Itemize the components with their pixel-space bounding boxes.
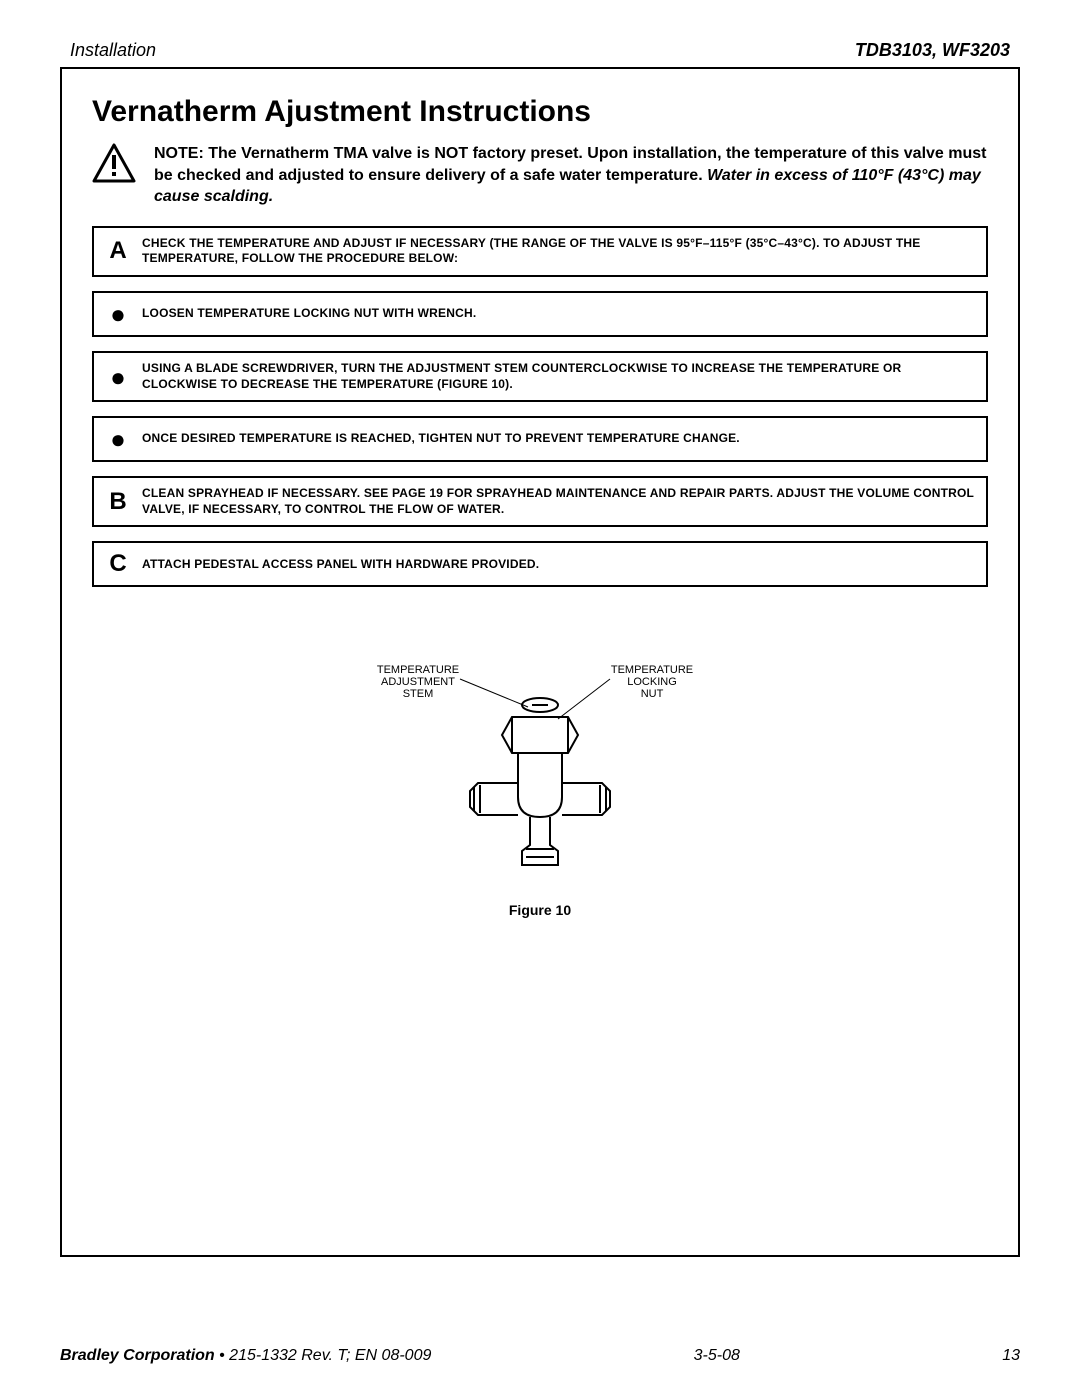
step-letter: A — [106, 239, 130, 263]
footer-page: 13 — [1002, 1347, 1020, 1365]
bullet-icon: ● — [106, 301, 130, 327]
header-left: Installation — [70, 40, 156, 61]
footer-rev: • 215-1332 Rev. T; EN 08-009 — [215, 1347, 432, 1364]
step-text: CHECK THE TEMPERATURE AND ADJUST IF NECE… — [142, 236, 974, 267]
valve-diagram: TEMPERATURE ADJUSTMENT STEM TEMPERATURE … — [360, 657, 720, 887]
step-box: C ATTACH PEDESTAL ACCESS PANEL WITH HARDW… — [92, 541, 988, 587]
step-text: CLEAN SPRAYHEAD IF NECESSARY. SEE PAGE 1… — [142, 486, 974, 517]
step-text: ONCE DESIRED TEMPERATURE IS REACHED, TIG… — [142, 431, 740, 447]
figure-caption: Figure 10 — [92, 902, 988, 918]
bullet-icon: ● — [106, 364, 130, 390]
footer-company: Bradley Corporation — [60, 1347, 215, 1364]
step-box: A CHECK THE TEMPERATURE AND ADJUST IF NEC… — [92, 226, 988, 277]
callout-left-l2: ADJUSTMENT — [381, 676, 455, 688]
bullet-icon: ● — [106, 426, 130, 452]
step-letter: B — [106, 490, 130, 514]
step-box: ● ONCE DESIRED TEMPERATURE IS REACHED, TI… — [92, 416, 988, 462]
figure-block: TEMPERATURE ADJUSTMENT STEM TEMPERATURE … — [92, 657, 988, 918]
warning-icon — [92, 143, 136, 188]
step-text: ATTACH PEDESTAL ACCESS PANEL WITH HARDWA… — [142, 557, 539, 573]
step-box: ● USING A BLADE SCREWDRIVER, TURN THE ADJ… — [92, 351, 988, 402]
step-text: USING A BLADE SCREWDRIVER, TURN THE ADJU… — [142, 361, 974, 392]
steps-list: A CHECK THE TEMPERATURE AND ADJUST IF NEC… — [92, 226, 988, 588]
step-letter: C — [106, 552, 130, 576]
content-frame: Vernatherm Ajustment Instructions NOTE: … — [60, 67, 1020, 1257]
step-text: LOOSEN TEMPERATURE LOCKING NUT WITH WREN… — [142, 306, 476, 322]
page: Installation TDB3103, WF3203 Vernatherm … — [0, 0, 1080, 1397]
page-title: Vernatherm Ajustment Instructions — [92, 95, 988, 129]
header-right: TDB3103, WF3203 — [855, 40, 1010, 61]
footer-left: Bradley Corporation • 215-1332 Rev. T; E… — [60, 1347, 431, 1365]
callout-left-l3: STEM — [403, 688, 434, 700]
step-box: ● LOOSEN TEMPERATURE LOCKING NUT WITH WRE… — [92, 291, 988, 337]
page-header: Installation TDB3103, WF3203 — [60, 40, 1020, 67]
callout-right-l1: TEMPERATURE — [611, 664, 693, 676]
warning-text: NOTE: The Vernatherm TMA valve is NOT fa… — [154, 143, 988, 208]
footer-date: 3-5-08 — [694, 1347, 740, 1365]
step-box: B CLEAN SPRAYHEAD IF NECESSARY. SEE PAGE … — [92, 476, 988, 527]
warning-note: NOTE: The Vernatherm TMA valve is NOT fa… — [92, 143, 988, 208]
callout-left-l1: TEMPERATURE — [377, 664, 459, 676]
callout-right-l2: LOCKING — [627, 676, 677, 688]
page-footer: Bradley Corporation • 215-1332 Rev. T; E… — [60, 1347, 1020, 1365]
callout-right-l3: NUT — [641, 688, 664, 700]
